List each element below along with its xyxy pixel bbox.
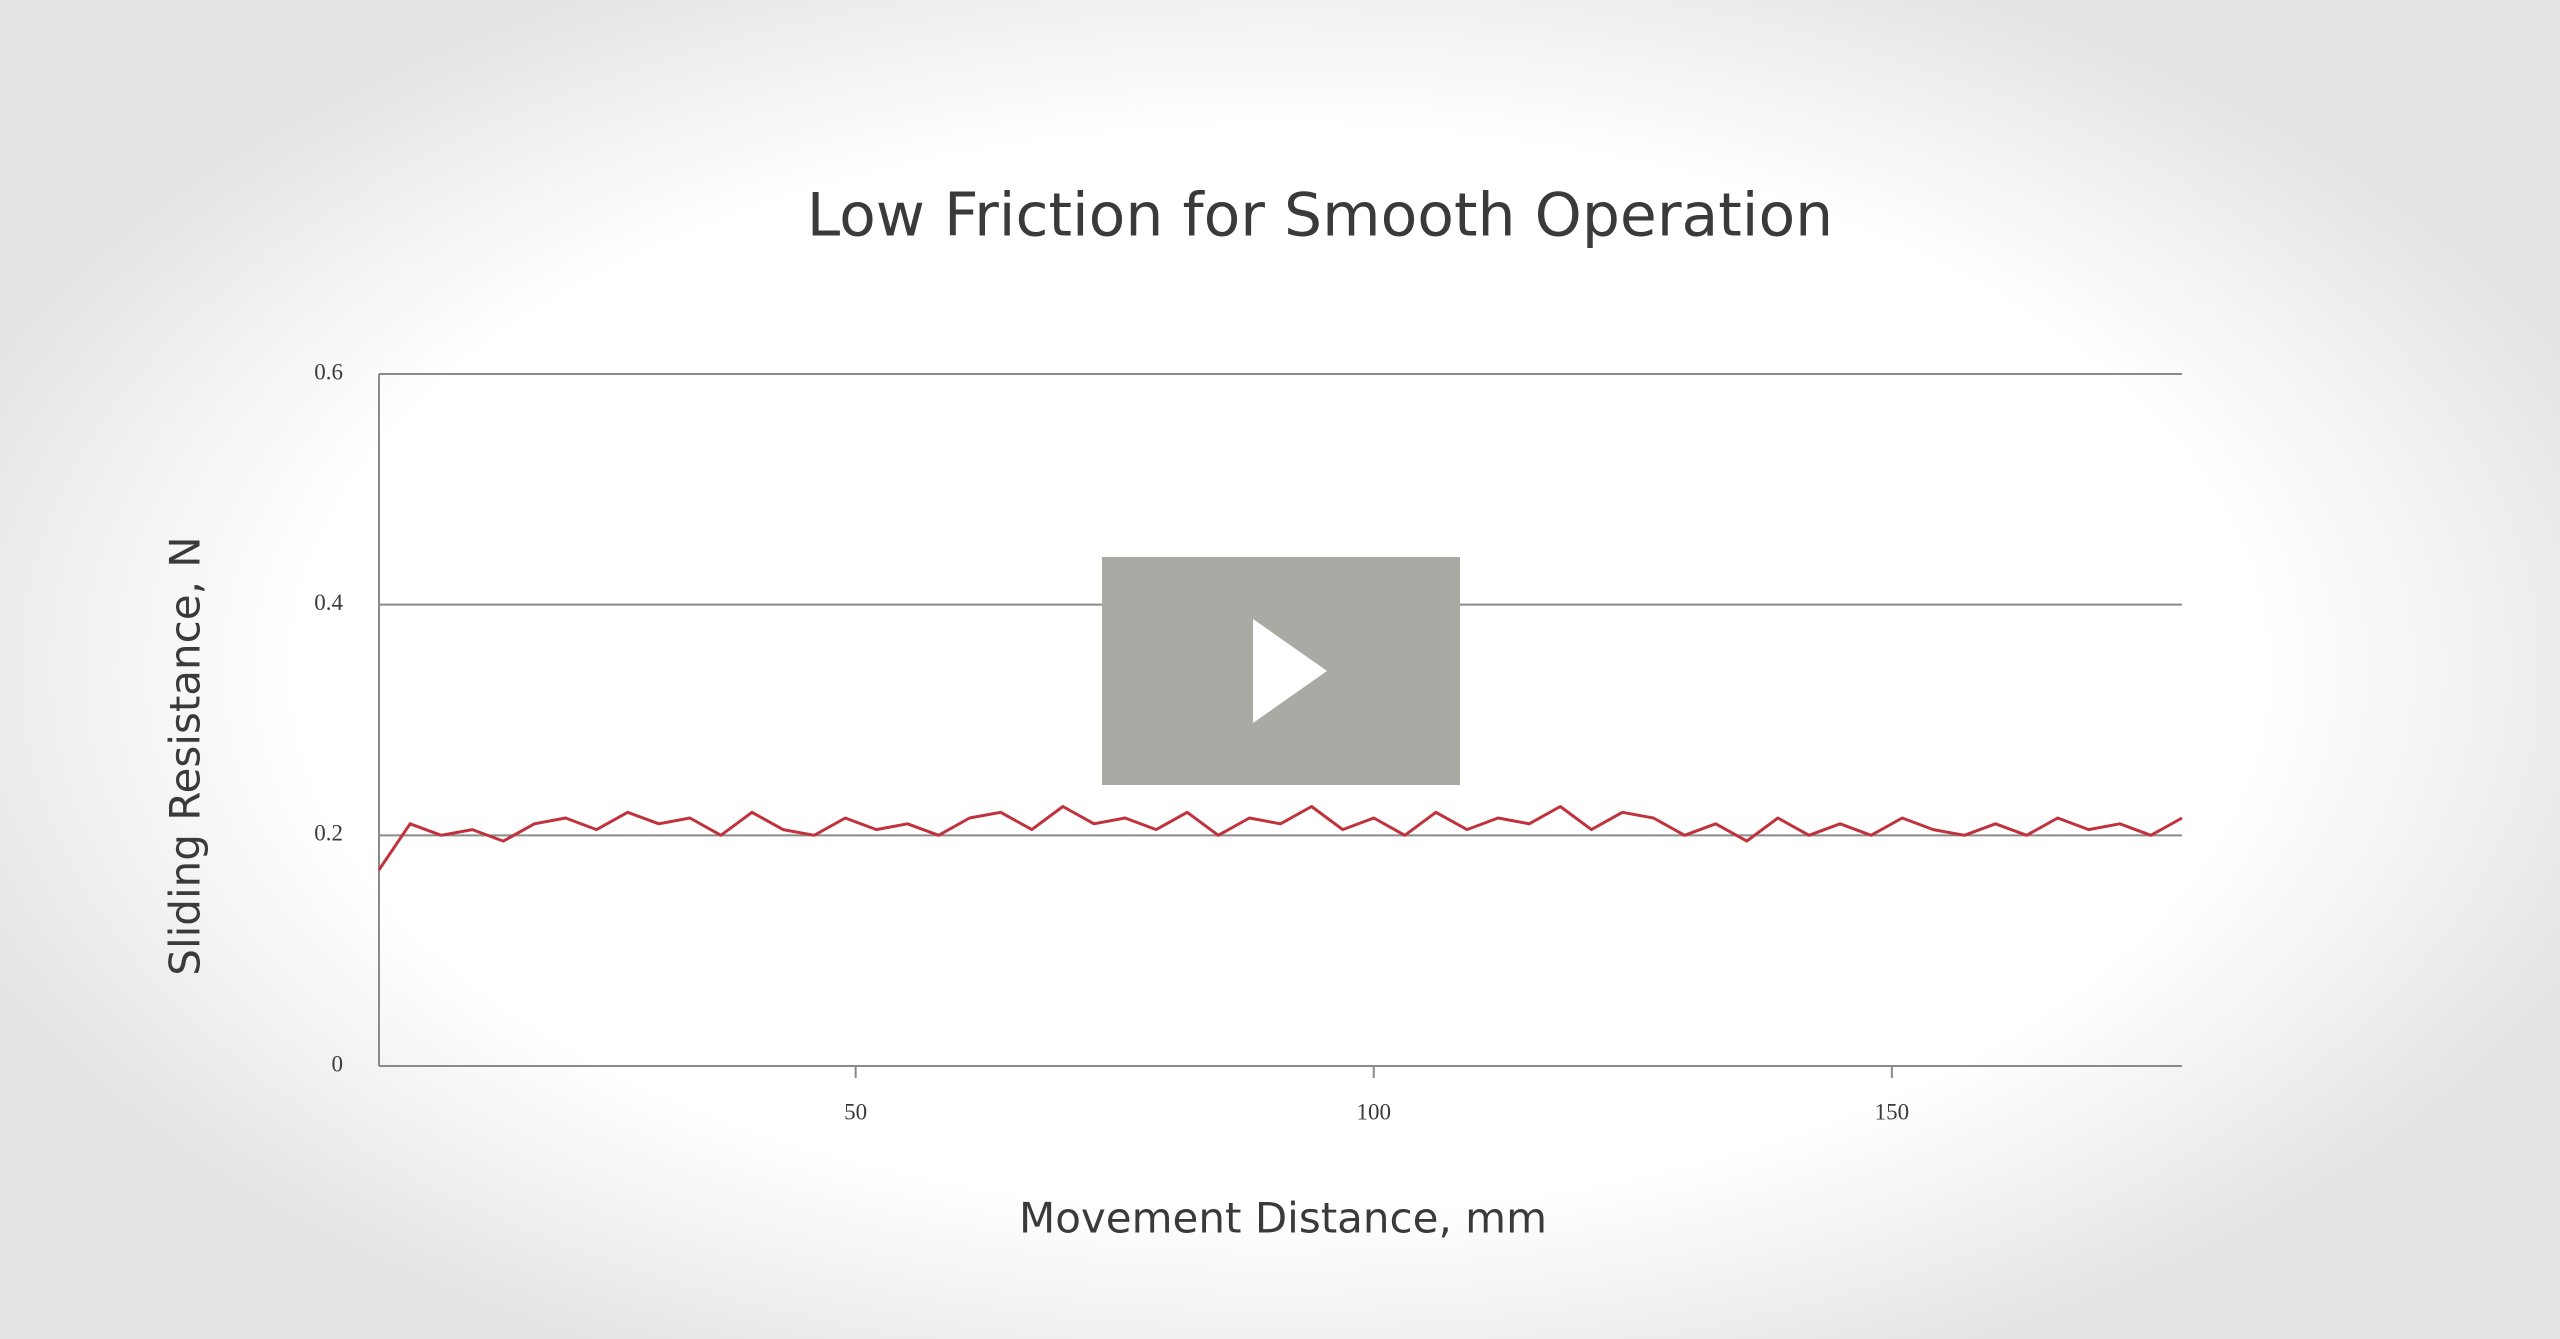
x-axis-label: Movement Distance, mm: [1019, 1194, 1547, 1243]
y-tick-label: 0.4: [314, 590, 343, 615]
x-tick-label: 100: [1357, 1099, 1392, 1124]
x-tick-label: 50: [844, 1099, 867, 1124]
y-tick-label: 0: [332, 1051, 344, 1076]
y-tick-label: 0.2: [314, 821, 343, 846]
y-axis-label: Sliding Resistance, N: [161, 536, 210, 975]
play-button[interactable]: [1102, 557, 1460, 785]
x-tick-label: 150: [1875, 1099, 1910, 1124]
plot-area: 0 0.2 0.4 0.6 50 100 150: [314, 359, 2183, 1124]
data-line: [377, 805, 2183, 871]
y-tick-label: 0.6: [314, 359, 343, 384]
chart-title: Low Friction for Smooth Operation: [807, 181, 1833, 251]
play-icon[interactable]: [1253, 619, 1327, 723]
